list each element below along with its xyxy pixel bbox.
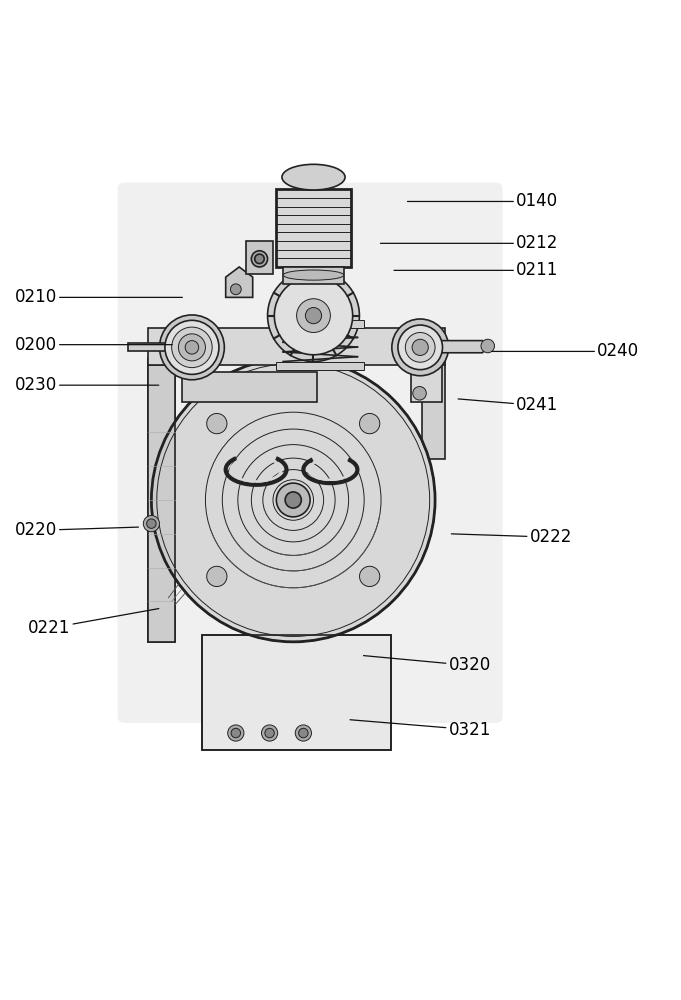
Bar: [182, 372, 317, 402]
Circle shape: [405, 332, 435, 362]
Bar: [283, 267, 344, 284]
Text: 0220: 0220: [14, 521, 138, 539]
Text: 0230: 0230: [14, 376, 159, 394]
Circle shape: [268, 270, 360, 362]
Circle shape: [276, 483, 310, 517]
Text: 0140: 0140: [407, 192, 558, 210]
Circle shape: [299, 728, 308, 738]
Circle shape: [146, 519, 156, 528]
Ellipse shape: [282, 164, 345, 190]
Polygon shape: [439, 341, 489, 353]
Bar: [202, 635, 391, 750]
Polygon shape: [148, 358, 175, 642]
Circle shape: [360, 566, 380, 587]
Bar: [276, 189, 351, 267]
Bar: [246, 241, 273, 274]
FancyBboxPatch shape: [118, 183, 503, 723]
Ellipse shape: [283, 270, 344, 280]
Bar: [276, 362, 364, 370]
Text: 0212: 0212: [381, 234, 558, 252]
Circle shape: [165, 320, 219, 374]
Circle shape: [251, 251, 268, 267]
Text: 0321: 0321: [350, 720, 491, 739]
Circle shape: [398, 325, 443, 370]
Bar: [411, 362, 442, 402]
Circle shape: [296, 725, 311, 741]
Text: 0221: 0221: [28, 609, 159, 637]
Circle shape: [412, 339, 428, 355]
Circle shape: [274, 276, 353, 355]
Circle shape: [231, 728, 240, 738]
Circle shape: [297, 299, 330, 332]
Polygon shape: [422, 358, 445, 459]
Circle shape: [185, 341, 199, 354]
Circle shape: [481, 339, 494, 353]
Circle shape: [172, 327, 212, 368]
Polygon shape: [225, 267, 253, 297]
Circle shape: [285, 492, 301, 508]
Text: 0320: 0320: [364, 656, 491, 674]
Circle shape: [207, 413, 227, 434]
Polygon shape: [148, 365, 175, 642]
Circle shape: [151, 358, 435, 642]
Bar: [202, 635, 391, 750]
Text: 0211: 0211: [394, 261, 558, 279]
Text: 0241: 0241: [458, 396, 558, 414]
Circle shape: [265, 728, 274, 738]
Bar: [128, 343, 168, 351]
Text: 0210: 0210: [14, 288, 183, 306]
Circle shape: [392, 319, 449, 376]
Circle shape: [207, 566, 227, 587]
Bar: [148, 328, 445, 365]
Circle shape: [227, 725, 244, 741]
Text: 0200: 0200: [15, 336, 172, 354]
Text: 0222: 0222: [452, 528, 572, 546]
Circle shape: [230, 284, 241, 295]
Circle shape: [305, 308, 321, 324]
Bar: [276, 320, 364, 328]
Circle shape: [413, 387, 426, 400]
Circle shape: [255, 254, 264, 264]
Text: 0240: 0240: [492, 342, 639, 360]
Circle shape: [159, 315, 224, 380]
Circle shape: [262, 725, 278, 741]
Circle shape: [143, 516, 159, 532]
Circle shape: [178, 334, 206, 361]
Circle shape: [360, 413, 380, 434]
